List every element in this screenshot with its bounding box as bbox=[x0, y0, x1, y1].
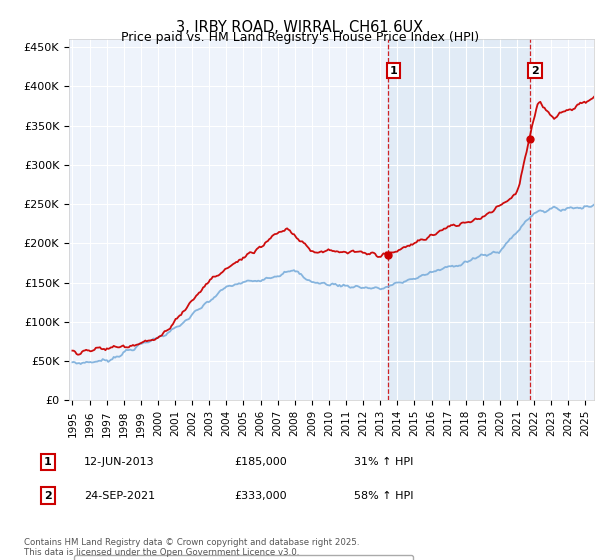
Text: 1: 1 bbox=[44, 457, 52, 467]
Text: 31% ↑ HPI: 31% ↑ HPI bbox=[354, 457, 413, 467]
Text: 24-SEP-2021: 24-SEP-2021 bbox=[84, 491, 155, 501]
Bar bbox=[388, 39, 530, 400]
Text: 3, IRBY ROAD, WIRRAL, CH61 6UX: 3, IRBY ROAD, WIRRAL, CH61 6UX bbox=[176, 20, 424, 35]
Text: 58% ↑ HPI: 58% ↑ HPI bbox=[354, 491, 413, 501]
Text: Price paid vs. HM Land Registry's House Price Index (HPI): Price paid vs. HM Land Registry's House … bbox=[121, 31, 479, 44]
Text: 12-JUN-2013: 12-JUN-2013 bbox=[84, 457, 155, 467]
Text: Contains HM Land Registry data © Crown copyright and database right 2025.
This d: Contains HM Land Registry data © Crown c… bbox=[24, 538, 359, 557]
Text: 2: 2 bbox=[44, 491, 52, 501]
Text: £185,000: £185,000 bbox=[234, 457, 287, 467]
Text: 1: 1 bbox=[389, 66, 397, 76]
Legend: 3, IRBY ROAD, WIRRAL, CH61 6UX (semi-detached house), HPI: Average price, semi-d: 3, IRBY ROAD, WIRRAL, CH61 6UX (semi-det… bbox=[74, 554, 413, 560]
Text: £333,000: £333,000 bbox=[234, 491, 287, 501]
Text: 2: 2 bbox=[531, 66, 539, 76]
